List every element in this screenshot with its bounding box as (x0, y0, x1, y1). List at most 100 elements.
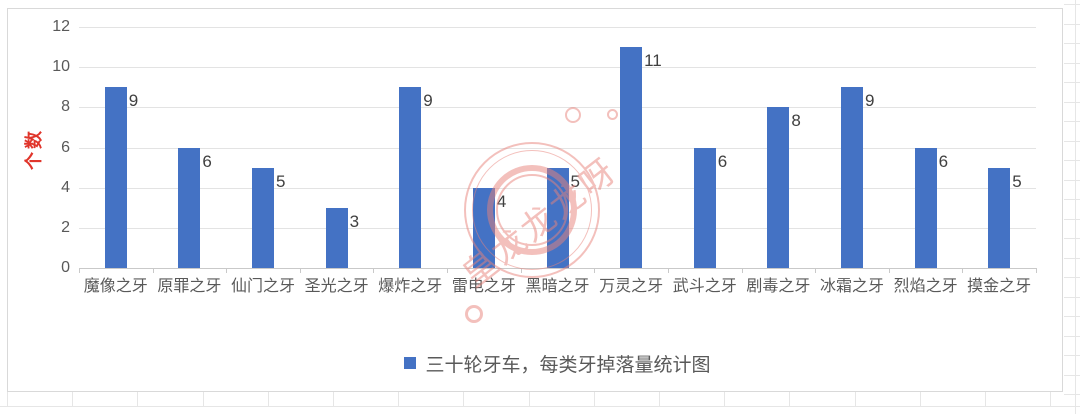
sheet-row-line (0, 406, 1080, 407)
category-label[interactable]: 摸金之牙 (967, 278, 1032, 295)
y-axis-tick-label: 6 (61, 138, 70, 156)
x-axis-tick (741, 268, 743, 273)
y-axis-tick-label: 8 (61, 98, 70, 116)
x-axis-tick (226, 268, 228, 273)
sheet-row-line (1064, 335, 1080, 337)
sheet-column-line (1050, 392, 1052, 406)
sheet-column-line (333, 392, 334, 406)
sheet-column-line (202, 392, 204, 406)
bar-data-label: 6 (717, 151, 728, 171)
category-label[interactable]: 烈焰之牙 (893, 278, 958, 295)
plot-gridline (79, 107, 1036, 109)
sheet-column-line (724, 392, 726, 406)
sheet-row-line (1064, 296, 1080, 298)
category-label[interactable]: 仙门之牙 (231, 278, 296, 295)
bar-data-label: 9 (128, 91, 139, 111)
category-label[interactable]: 原罪之牙 (157, 278, 222, 295)
sheet-row-line (1064, 316, 1080, 317)
sheet-column-line (137, 392, 139, 406)
bar[interactable] (546, 167, 569, 268)
sheet-column-line (528, 392, 530, 406)
bar-data-label: 5 (276, 171, 286, 191)
sheet-column-line (1075, 0, 1076, 414)
bar-data-label: 9 (423, 91, 433, 111)
sheet-column-line (985, 392, 986, 406)
bar[interactable] (252, 167, 275, 268)
bar-data-label: 9 (864, 91, 875, 111)
sheet-column-line (398, 392, 400, 406)
sheet-row-line (1064, 82, 1080, 83)
bar-data-label: 5 (1012, 171, 1022, 191)
bar[interactable] (914, 147, 937, 268)
sheet-row-line (1064, 257, 1080, 259)
sheet-row-line (1064, 121, 1080, 122)
category-label[interactable]: 武斗之牙 (672, 278, 737, 295)
category-label[interactable]: 圣光之牙 (304, 278, 369, 295)
sheet-row-line (1064, 4, 1080, 5)
x-axis-line (79, 268, 1036, 269)
x-axis-tick (152, 268, 154, 273)
sheet-row-line (1064, 199, 1080, 200)
sheet-row-line (1064, 101, 1080, 103)
sheet-column-line (789, 392, 791, 406)
bar[interactable] (472, 187, 495, 268)
sheet-column-line (267, 392, 269, 406)
sheet-row-line (1064, 218, 1080, 220)
category-label[interactable]: 爆炸之牙 (378, 278, 443, 295)
bar[interactable] (620, 47, 643, 268)
bar[interactable] (325, 207, 348, 268)
bar[interactable] (693, 147, 716, 268)
chart-frame[interactable]: 0 2 4 6 8 10 12 9 魔像之牙 6 原罪之牙 5 仙门之牙 3 圣光之牙 9 爆炸之牙 4 雷电之牙 5… (7, 8, 1063, 392)
bar[interactable] (767, 107, 790, 268)
category-label[interactable]: 万灵之牙 (599, 278, 664, 295)
x-axis-tick (79, 268, 80, 273)
bar[interactable] (399, 87, 422, 268)
plot-gridline (79, 147, 1036, 149)
sheet-row-line (1064, 179, 1080, 181)
sheet-row-line (1064, 23, 1080, 25)
category-label[interactable]: 冰霜之牙 (819, 278, 884, 295)
category-label[interactable]: 雷电之牙 (451, 278, 516, 295)
legend-label: 三十轮牙车，每类牙掉落量统计图 (425, 354, 711, 376)
x-axis-tick (447, 268, 449, 273)
y-axis-tick-label: 0 (61, 259, 70, 276)
category-label[interactable]: 魔像之牙 (83, 278, 148, 295)
sheet-row-line (1064, 140, 1080, 142)
bar-data-label: 5 (570, 171, 580, 191)
category-label[interactable]: 剧毒之牙 (746, 278, 811, 295)
bar-data-label: 4 (496, 191, 507, 211)
x-axis-tick (594, 268, 596, 273)
plot-gridline (79, 67, 1036, 69)
bar[interactable] (840, 87, 863, 268)
y-axis-title[interactable]: 个数 (24, 128, 44, 170)
y-axis-tick-label: 12 (52, 18, 70, 35)
plot-gridline (79, 27, 1036, 28)
bar-data-label: 3 (349, 211, 360, 231)
y-axis-tick-label: 4 (61, 178, 70, 196)
sheet-row-line (1064, 394, 1080, 395)
sheet-row-line (1064, 277, 1080, 278)
x-axis-tick (520, 268, 522, 273)
sheet-row-line (1064, 374, 1080, 376)
sheet-column-line (463, 392, 465, 406)
bar[interactable] (988, 167, 1011, 268)
sheet-column-line (7, 392, 8, 406)
category-label[interactable]: 黑暗之牙 (525, 278, 590, 295)
sheet-column-line (854, 392, 856, 406)
sheet-row-line (1064, 238, 1080, 239)
bar[interactable] (178, 147, 201, 268)
sheet-row-line (1064, 355, 1080, 356)
bar[interactable] (104, 87, 127, 268)
sheet-row-line (1064, 62, 1080, 64)
legend[interactable]: 三十轮牙车，每类牙掉落量统计图 (79, 350, 1036, 376)
bar-data-label: 8 (791, 111, 801, 131)
sheet-column-line (72, 392, 74, 406)
x-axis-tick (299, 268, 301, 273)
legend-marker-icon (404, 357, 417, 369)
sheet-column-line (593, 392, 595, 406)
bar-data-label: 6 (938, 151, 949, 171)
y-axis-tick-label: 10 (52, 58, 70, 76)
x-axis-tick (667, 268, 669, 273)
x-axis-tick (815, 268, 817, 273)
